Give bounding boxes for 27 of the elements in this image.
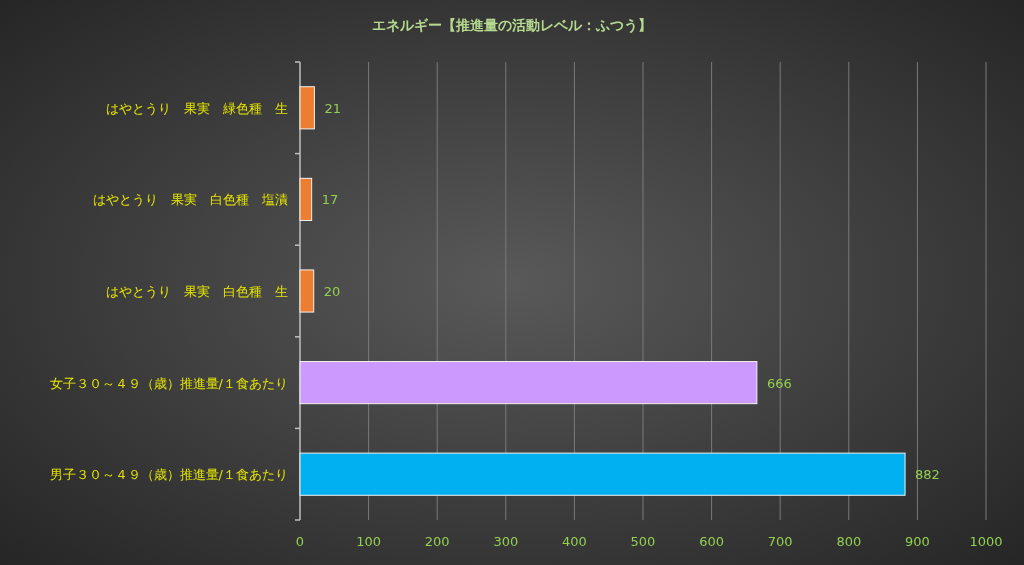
- y-tick-label: はやとうり 果実 白色種 塩漬: [93, 192, 288, 208]
- x-tick-label: 0: [295, 534, 305, 549]
- x-tick-label: 800: [836, 534, 862, 549]
- y-tick-label: 男子３０～４９（歳）推進量/１食あたり: [49, 467, 288, 483]
- y-tick-label: 女子３０～４９（歳）推進量/１食あたり: [49, 375, 288, 391]
- data-label: 882: [915, 467, 940, 483]
- data-label: 21: [324, 100, 341, 116]
- chart-title: エネルギー【推進量の活動レベル：ふつう】: [372, 17, 652, 34]
- x-tick-label: 200: [424, 534, 450, 549]
- y-tick-label: はやとうり 果実 白色種 生: [106, 284, 288, 299]
- x-tick-label: 500: [630, 534, 656, 549]
- x-tick-label: 700: [767, 534, 793, 549]
- bar: [299, 269, 315, 313]
- x-tick-label: 100: [356, 534, 382, 549]
- x-tick-label: 300: [493, 534, 519, 549]
- x-tick-label: 400: [561, 534, 587, 549]
- y-tick-label: はやとうり 果実 緑色種 生: [106, 100, 288, 116]
- bar: [299, 361, 758, 405]
- bar: [299, 177, 313, 221]
- data-label: 20: [323, 284, 341, 299]
- bar: [299, 86, 315, 130]
- bar: [299, 452, 906, 496]
- x-tick-label: 600: [699, 534, 725, 549]
- data-label: 17: [321, 192, 339, 208]
- data-label: 666: [766, 375, 792, 391]
- x-tick-label: 900: [904, 534, 930, 549]
- x-tick-label: 1000: [969, 534, 1003, 549]
